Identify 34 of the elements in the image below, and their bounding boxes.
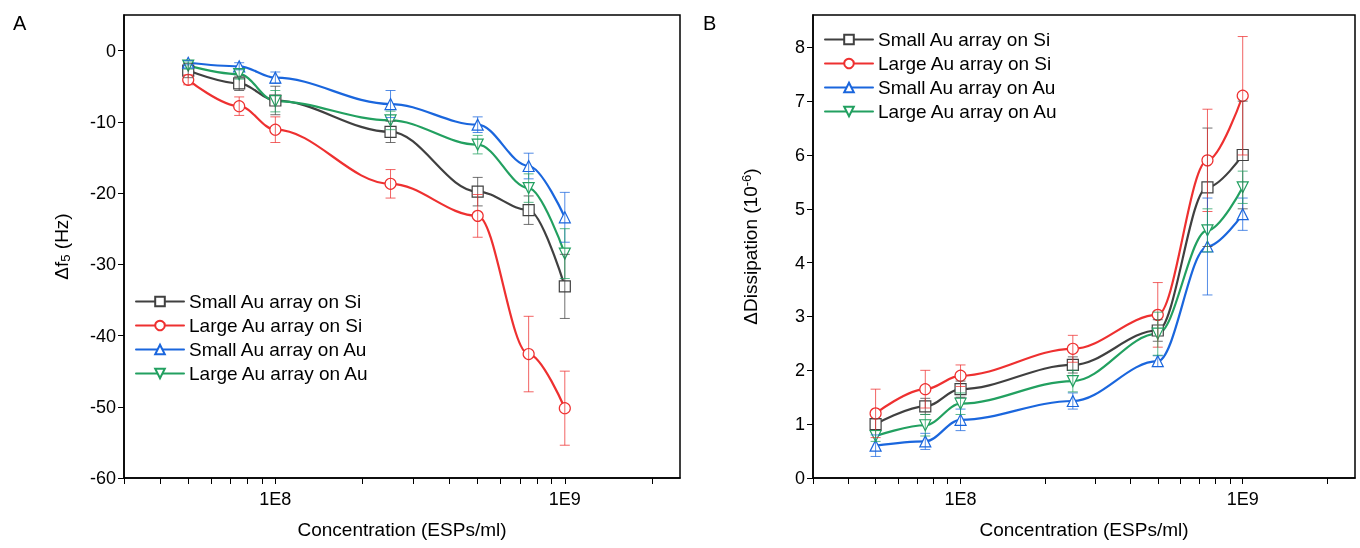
chart-title: B xyxy=(703,12,717,34)
y-tick-label: 0 xyxy=(794,468,805,488)
y-axis-title: Δf5 (Hz) xyxy=(51,213,73,280)
legend-label: Small Au array on Si xyxy=(878,29,1051,50)
legend-label: Small Au array on Si xyxy=(189,291,362,312)
y-tick-label: 6 xyxy=(794,144,805,165)
y-tick-label: 0 xyxy=(105,40,116,61)
y-tick-label: 3 xyxy=(794,306,805,327)
chart-title: A xyxy=(13,12,27,34)
y-tick-label: -10 xyxy=(89,111,116,132)
y-tick-label: -60 xyxy=(89,468,116,488)
x-tick-label: 1E9 xyxy=(1226,489,1259,509)
y-tick-label: 7 xyxy=(794,91,805,112)
y-tick-label: -20 xyxy=(89,183,116,204)
legend-label: Large Au array on Si xyxy=(189,315,363,336)
legend-label: Large Au array on Au xyxy=(189,363,368,384)
legend-label: Small Au array on Au xyxy=(878,77,1056,98)
y-tick-label: 2 xyxy=(794,360,805,381)
legend-label: Large Au array on Si xyxy=(878,53,1052,74)
y-tick-label: 5 xyxy=(794,198,805,219)
x-axis-title: Concentration (ESPs/ml) xyxy=(979,519,1189,540)
y-axis-title: ΔDissipation (10-6) xyxy=(739,168,761,325)
legend-label: Large Au array on Au xyxy=(878,101,1057,122)
y-tick-label: -50 xyxy=(89,396,116,417)
y-tick-label: -30 xyxy=(89,254,116,275)
y-tick-label: 1 xyxy=(794,414,805,435)
y-tick-label: -40 xyxy=(89,325,116,346)
y-tick-label: 4 xyxy=(794,252,805,273)
x-tick-label: 1E9 xyxy=(548,489,581,509)
legend-label: Small Au array on Au xyxy=(189,339,367,360)
x-axis-title: Concentration (ESPs/ml) xyxy=(297,519,507,540)
x-tick-label: 1E8 xyxy=(259,489,292,509)
x-tick-label: 1E8 xyxy=(944,489,977,509)
y-tick-label: 8 xyxy=(794,37,805,58)
